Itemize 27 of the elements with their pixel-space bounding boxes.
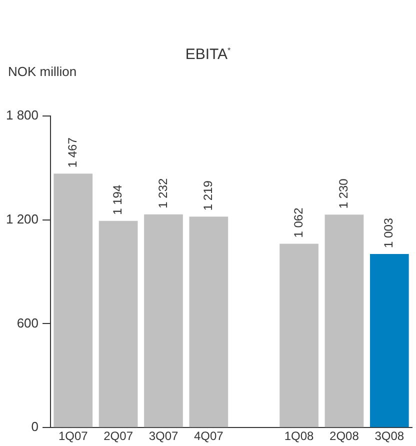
y-tick-label: 0 [31, 419, 39, 434]
x-tick-label: 2Q08 [330, 429, 360, 444]
x-tick-label: 3Q08 [374, 429, 404, 444]
bar [370, 254, 409, 428]
x-tick-label: 1Q07 [58, 429, 88, 444]
x-tick-label: 2Q07 [104, 429, 134, 444]
data-label: 1 003 [382, 218, 396, 248]
chart-title: EBITA$^{*}$ [184, 46, 232, 63]
data-label: 1 467 [65, 137, 80, 168]
y-tick-label: 1 200 [6, 211, 39, 226]
data-label: 1 219 [200, 180, 215, 211]
bar [54, 174, 93, 428]
bar [324, 214, 364, 428]
y-tick-label: 600 [16, 315, 39, 330]
data-label: 1 062 [291, 207, 306, 238]
bar [280, 244, 318, 428]
x-tick-label: 4Q07 [194, 429, 224, 444]
y-axis-title: NOK million [8, 64, 77, 79]
x-tick-label: 3Q07 [148, 429, 178, 444]
bar [98, 220, 138, 428]
data-label: 1 194 [110, 184, 125, 215]
y-tick-label: 1 800 [6, 108, 39, 123]
data-label: 1 232 [156, 178, 170, 208]
bar [189, 216, 228, 428]
data-label: 1 230 [336, 178, 351, 209]
bar [144, 214, 183, 428]
x-tick-label: 1Q08 [284, 429, 314, 444]
